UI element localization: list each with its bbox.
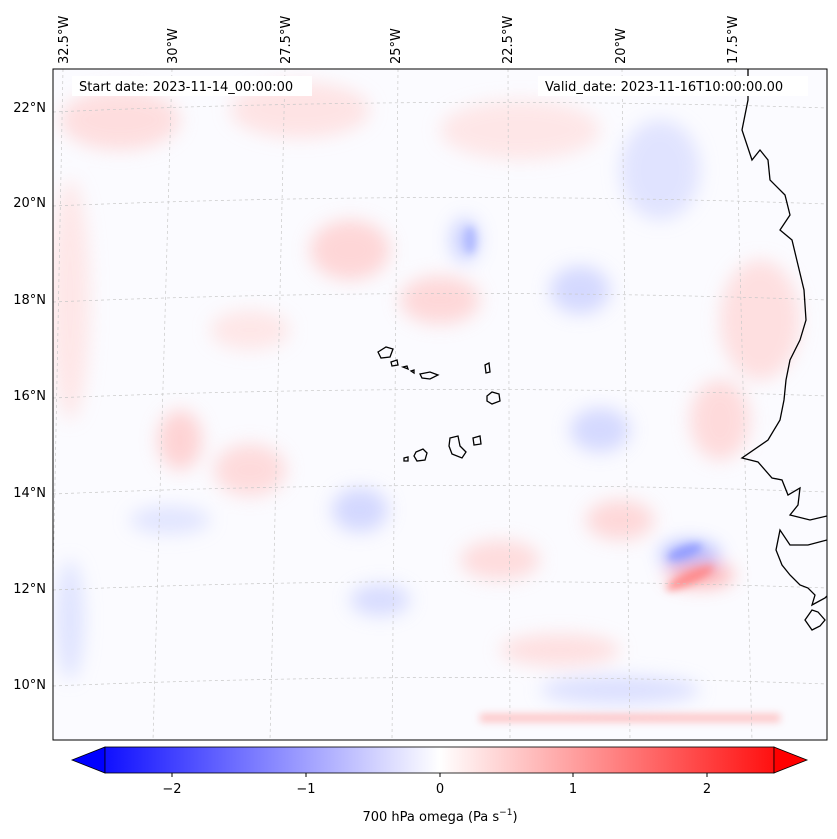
lon-label-30w: 30°W [166, 28, 181, 64]
colorbar-tick-1: 1 [569, 782, 577, 797]
lat-label-18n: 18°N [13, 293, 46, 308]
colorbar-tick-minus1: −1 [296, 782, 315, 797]
colorbar-tick-0: 0 [436, 782, 444, 797]
map-frame [52, 68, 828, 741]
valid-date-annotation: Valid_date: 2023-11-16T10:00:00.00 [538, 76, 808, 96]
map-panel: Start date: 2023-11-14_00:00:00 Valid_da… [52, 68, 828, 741]
lat-label-14n: 14°N [13, 486, 46, 501]
longitude-labels: 32.5°W 30°W 27.5°W 25°W 22.5°W 20°W 17.5… [57, 16, 741, 64]
colorbar-label: 700 hPa omega (Pa s−1) [362, 808, 517, 825]
lat-label-12n: 12°N [13, 582, 46, 597]
colorbar: −2 −1 0 1 2 700 hPa omega (Pa s−1) [70, 746, 809, 825]
colorbar-ticks [171, 773, 708, 777]
lon-label-22-5w: 22.5°W [501, 16, 516, 64]
colorbar-label-close: ) [512, 810, 517, 825]
latitude-labels: 22°N 20°N 18°N 16°N 14°N 12°N 10°N [13, 101, 46, 693]
lon-label-32-5w: 32.5°W [57, 16, 72, 64]
cape-verde-islands [377, 346, 501, 462]
lat-label-22n: 22°N [13, 101, 46, 116]
lat-label-10n: 10°N [13, 678, 46, 693]
lon-label-20w: 20°W [614, 28, 629, 64]
colorbar-gradient [104, 746, 775, 774]
lat-label-20n: 20°N [13, 196, 46, 211]
lat-label-16n: 16°N [13, 389, 46, 404]
colorbar-label-main: 700 hPa omega (Pa s [362, 810, 499, 825]
colorbar-max-extension [773, 746, 809, 774]
graticule [53, 69, 827, 740]
colorbar-min-extension [70, 746, 106, 774]
lon-label-27-5w: 27.5°W [279, 16, 294, 64]
colorbar-label-exponent: −1 [499, 808, 512, 818]
african-coastline [740, 69, 827, 631]
colorbar-tick-2: 2 [703, 782, 711, 797]
start-date-label: Start date: 2023-11-14_00:00:00 [79, 80, 293, 95]
valid-date-label: Valid_date: 2023-11-16T10:00:00.00 [545, 80, 783, 95]
lon-label-17-5w: 17.5°W [726, 16, 741, 64]
colorbar-tick-minus2: −2 [162, 782, 181, 797]
start-date-annotation: Start date: 2023-11-14_00:00:00 [72, 76, 312, 96]
lon-label-25w: 25°W [389, 28, 404, 64]
